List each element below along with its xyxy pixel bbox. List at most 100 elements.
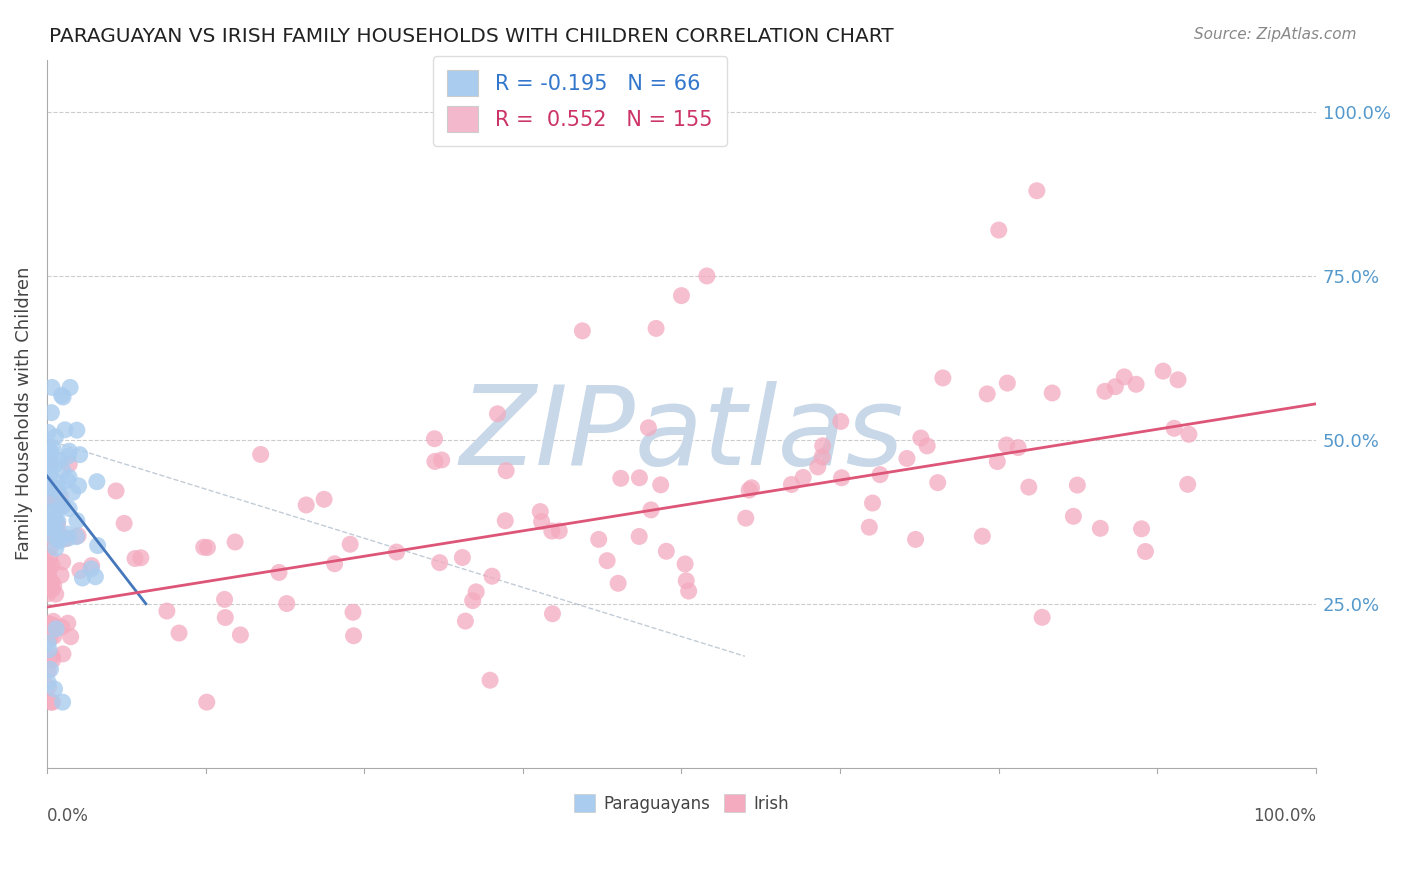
Point — [267, 566, 290, 580]
Point — [295, 498, 318, 512]
Y-axis label: Family Households with Children: Family Households with Children — [15, 267, 32, 560]
Point — [529, 505, 551, 519]
Point — [430, 453, 453, 467]
Legend: Paraguayans, Irish: Paraguayans, Irish — [567, 788, 796, 820]
Point — [38, 478, 60, 492]
Point — [1135, 544, 1157, 558]
Point — [339, 537, 361, 551]
Point — [52, 499, 75, 513]
Point — [48, 499, 70, 513]
Point — [86, 475, 108, 489]
Point — [39, 512, 62, 526]
Point — [429, 556, 451, 570]
Point — [451, 550, 474, 565]
Point — [37, 477, 59, 491]
Point — [530, 515, 553, 529]
Point — [1177, 477, 1199, 491]
Point — [55, 532, 77, 546]
Point — [481, 569, 503, 583]
Point — [830, 414, 852, 428]
Point — [42, 516, 65, 531]
Point — [42, 653, 65, 667]
Point — [1178, 427, 1201, 442]
Point — [39, 468, 62, 483]
Point — [214, 610, 236, 624]
Point — [58, 501, 80, 516]
Point — [37, 492, 59, 507]
Point — [1062, 509, 1084, 524]
Point — [65, 530, 87, 544]
Point — [323, 557, 346, 571]
Point — [80, 558, 103, 573]
Point — [72, 571, 94, 585]
Point — [45, 518, 67, 533]
Point — [1163, 421, 1185, 435]
Point — [52, 555, 75, 569]
Point — [37, 448, 59, 462]
Point — [1031, 610, 1053, 624]
Point — [37, 558, 59, 572]
Point — [37, 425, 59, 440]
Point — [1114, 370, 1136, 384]
Point — [56, 616, 79, 631]
Point — [831, 471, 853, 485]
Point — [67, 528, 90, 542]
Point — [673, 557, 696, 571]
Point — [1152, 364, 1174, 378]
Point — [49, 489, 72, 503]
Point — [640, 503, 662, 517]
Point — [197, 541, 219, 555]
Point — [42, 615, 65, 629]
Point — [862, 496, 884, 510]
Point — [495, 464, 517, 478]
Point — [39, 458, 62, 472]
Point — [39, 575, 62, 590]
Point — [607, 576, 630, 591]
Point — [494, 514, 516, 528]
Point — [39, 456, 62, 470]
Point — [1040, 386, 1063, 401]
Point — [37, 460, 59, 475]
Point — [37, 513, 59, 527]
Point — [46, 514, 69, 528]
Point — [46, 482, 69, 496]
Point — [59, 630, 82, 644]
Point — [44, 482, 66, 496]
Point — [45, 512, 67, 526]
Point — [42, 520, 65, 534]
Point — [38, 541, 60, 556]
Point — [39, 617, 62, 632]
Point — [48, 453, 70, 467]
Point — [671, 288, 693, 302]
Point — [39, 695, 62, 709]
Point — [45, 541, 67, 555]
Point — [454, 614, 477, 628]
Point — [84, 570, 107, 584]
Point — [910, 431, 932, 445]
Point — [52, 695, 75, 709]
Point — [195, 695, 218, 709]
Point — [45, 529, 67, 543]
Point — [129, 550, 152, 565]
Point — [45, 622, 67, 636]
Point — [37, 489, 59, 503]
Point — [423, 432, 446, 446]
Point — [42, 441, 65, 455]
Point — [932, 371, 955, 385]
Point — [38, 642, 60, 657]
Point — [541, 607, 564, 621]
Point — [610, 471, 633, 485]
Point — [44, 494, 66, 508]
Point — [105, 483, 128, 498]
Text: PARAGUAYAN VS IRISH FAMILY HOUSEHOLDS WITH CHILDREN CORRELATION CHART: PARAGUAYAN VS IRISH FAMILY HOUSEHOLDS WI… — [49, 27, 894, 45]
Point — [39, 662, 62, 676]
Point — [38, 529, 60, 543]
Point — [1167, 373, 1189, 387]
Point — [1018, 480, 1040, 494]
Point — [628, 529, 651, 543]
Point — [461, 593, 484, 607]
Point — [37, 680, 59, 694]
Point — [37, 664, 59, 678]
Point — [51, 620, 73, 634]
Point — [780, 477, 803, 491]
